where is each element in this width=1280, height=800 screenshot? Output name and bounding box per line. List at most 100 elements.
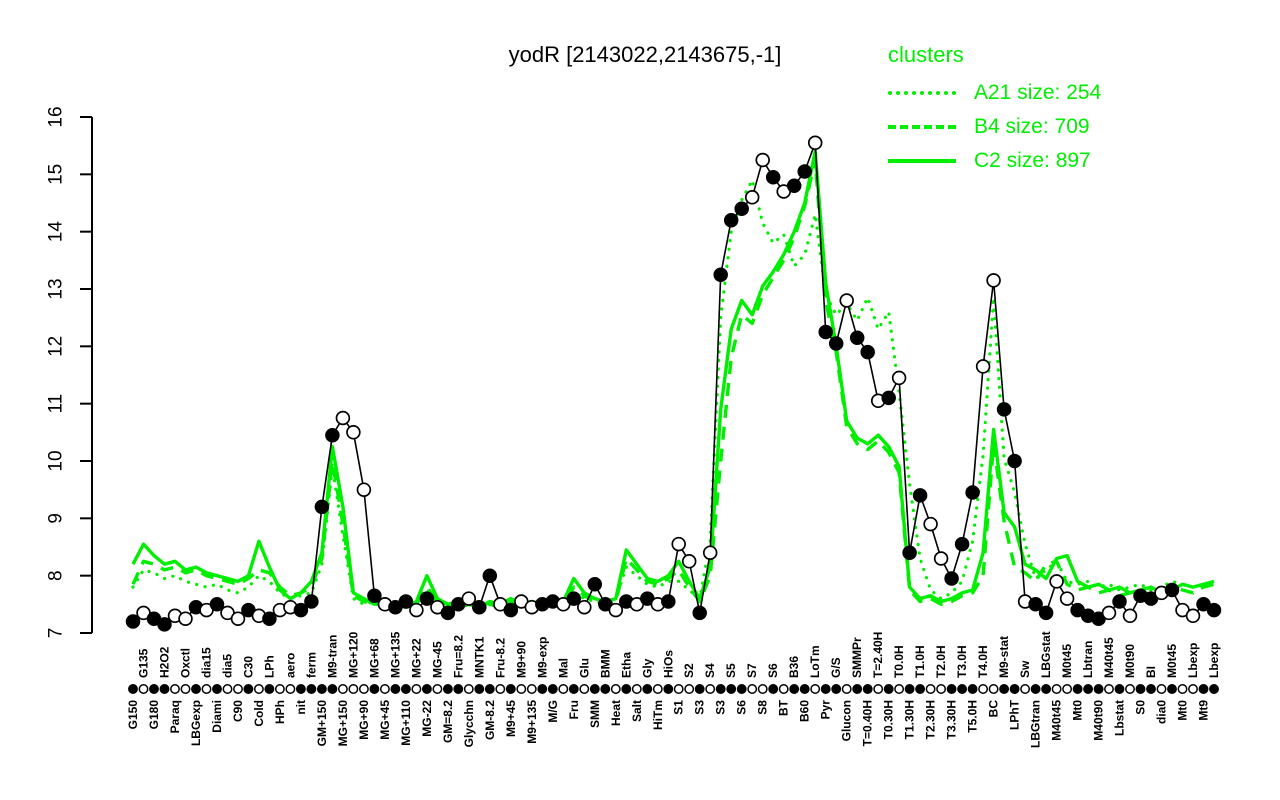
x-category-label: T0.0H xyxy=(892,645,906,678)
rug-marker xyxy=(526,684,537,694)
x-category-label: S1 xyxy=(672,700,686,715)
x-category-label: M0t90 xyxy=(1123,644,1137,678)
filled-point-marker xyxy=(996,402,1012,417)
rug-marker xyxy=(967,684,978,694)
legend-label: B4 size: 709 xyxy=(974,115,1090,138)
rug-marker xyxy=(789,684,800,694)
rug-marker xyxy=(799,684,810,694)
x-axis-labels: G150 G135 G180 H2O2 Paraq Oxctl LBGexp dia15 Dia… xyxy=(126,631,1221,748)
filled-point-marker xyxy=(367,588,382,603)
x-category-label: H2O2 xyxy=(157,646,171,678)
x-category-label: HiOs xyxy=(661,650,675,678)
x-category-label: LPhT xyxy=(1008,699,1022,730)
x-category-label: Glucon xyxy=(840,700,854,741)
filled-point-marker xyxy=(419,591,435,606)
rug-marker xyxy=(1062,684,1073,694)
rug-marker xyxy=(421,684,432,694)
x-category-label: Lbexp xyxy=(1207,643,1221,678)
open-point-marker xyxy=(807,135,823,151)
rug-marker xyxy=(253,684,264,694)
legend-label: A21 size: 254 xyxy=(974,81,1102,104)
x-category-label: M40t45 xyxy=(1050,700,1064,741)
x-category-label: Heat xyxy=(609,700,623,726)
rug-marker xyxy=(946,684,957,694)
rug-marker xyxy=(1209,684,1219,694)
x-category-label: MG+22 xyxy=(409,638,423,678)
rug-marker xyxy=(999,684,1010,694)
rug-marker xyxy=(589,684,600,694)
rug-marker xyxy=(306,684,317,694)
rug-marker xyxy=(316,684,327,694)
x-category-label: BT xyxy=(777,699,791,716)
rug-marker xyxy=(149,684,159,694)
filled-point-marker xyxy=(692,605,707,621)
y-tick-label: 16 xyxy=(46,106,67,127)
rug-marker xyxy=(516,684,527,694)
rug-marker xyxy=(1030,684,1041,694)
filled-point-marker xyxy=(304,594,319,609)
y-tick-label: 9 xyxy=(46,513,67,524)
open-point-marker xyxy=(755,152,770,168)
filled-point-marker xyxy=(325,427,340,443)
filled-point-marker xyxy=(587,577,603,592)
filled-point-marker xyxy=(314,499,330,515)
rug-marker xyxy=(285,684,296,694)
x-category-label: S3 xyxy=(693,700,707,715)
rug-marker xyxy=(988,684,999,694)
rug-marker xyxy=(673,684,684,694)
x-category-label: Fru=8.2 xyxy=(451,635,465,678)
filled-point-marker xyxy=(944,571,959,586)
x-category-label: T2.0H xyxy=(934,645,948,678)
x-category-label: T=0.40H xyxy=(861,700,875,746)
x-category-label: MG+90 xyxy=(357,700,371,740)
y-tick-label: 11 xyxy=(46,394,67,414)
rug-marker xyxy=(547,684,558,694)
x-category-label: Cold xyxy=(252,700,266,727)
x-category-label: M9+135 xyxy=(525,700,539,744)
rug-marker xyxy=(957,684,968,694)
rug-marker xyxy=(212,684,222,694)
open-point-marker xyxy=(346,425,361,440)
x-category-label: MG+110 xyxy=(399,700,413,746)
x-category-label: Oxctl xyxy=(178,648,192,678)
x-category-label: S4 xyxy=(703,663,717,678)
rug-marker xyxy=(264,684,275,694)
open-point-marker xyxy=(356,482,372,497)
open-point-marker xyxy=(178,611,193,626)
rug-marker xyxy=(348,684,359,694)
y-tick-label: 12 xyxy=(46,336,67,357)
rug-marker xyxy=(568,684,579,694)
filled-point-marker xyxy=(954,536,970,552)
rug-marker xyxy=(1135,684,1146,694)
x-category-label: MG+120 xyxy=(346,631,360,678)
dashed-line-icon xyxy=(888,125,956,129)
open-point-marker xyxy=(933,551,949,566)
rug-marker xyxy=(831,684,842,694)
x-category-label: LPh xyxy=(262,655,276,678)
filled-point-marker xyxy=(828,336,844,351)
rug-marker xyxy=(652,684,663,694)
rug-marker xyxy=(1125,684,1135,694)
open-point-marker xyxy=(608,602,624,618)
legend-item-b4: B4 size: 709 xyxy=(888,110,1218,144)
x-category-label: S7 xyxy=(745,663,759,678)
filled-point-marker xyxy=(765,169,781,185)
x-category-label: LoTm xyxy=(808,645,822,678)
series-line-c2 xyxy=(131,149,1215,609)
rug-marker xyxy=(757,684,768,694)
open-point-marker xyxy=(986,273,1001,288)
x-category-label: Glu xyxy=(577,658,591,678)
x-category-label: Pyr xyxy=(819,700,833,720)
x-category-label: GM+150 xyxy=(315,700,329,747)
open-point-marker xyxy=(702,545,718,560)
rug-marker xyxy=(579,684,590,694)
rug-marker xyxy=(1093,684,1104,694)
filled-point-marker xyxy=(1007,453,1022,469)
filled-point-marker xyxy=(1206,602,1222,618)
rug-marker xyxy=(1041,684,1052,694)
rug-marker xyxy=(1072,684,1083,694)
x-category-label: MG-22 xyxy=(420,700,434,737)
open-point-marker xyxy=(230,611,246,626)
rug-marker xyxy=(747,684,758,694)
x-category-label: S8 xyxy=(756,700,770,715)
